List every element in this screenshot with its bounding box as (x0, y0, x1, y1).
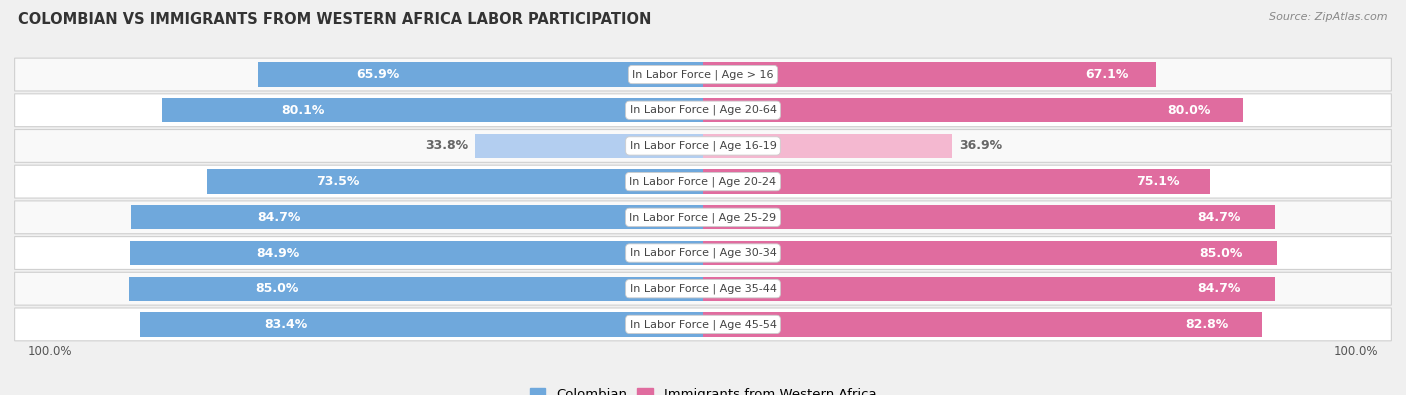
Text: 85.0%: 85.0% (256, 282, 299, 295)
Bar (129, 241, 703, 265)
FancyBboxPatch shape (14, 272, 1392, 305)
Text: In Labor Force | Age 20-64: In Labor Force | Age 20-64 (630, 105, 776, 115)
Bar (703, 98, 1243, 122)
Text: In Labor Force | Age 25-29: In Labor Force | Age 25-29 (630, 212, 776, 222)
Text: 82.8%: 82.8% (1185, 318, 1229, 331)
FancyBboxPatch shape (14, 165, 1392, 198)
Text: 84.7%: 84.7% (1197, 211, 1240, 224)
FancyBboxPatch shape (14, 130, 1392, 162)
Text: In Labor Force | Age 35-44: In Labor Force | Age 35-44 (630, 284, 776, 294)
Text: In Labor Force | Age 16-19: In Labor Force | Age 16-19 (630, 141, 776, 151)
FancyBboxPatch shape (14, 201, 1392, 234)
Text: 85.0%: 85.0% (1199, 246, 1243, 260)
Bar (703, 205, 1275, 229)
Bar (207, 169, 703, 194)
Text: 84.9%: 84.9% (256, 246, 299, 260)
Bar (703, 241, 1277, 265)
Bar (475, 134, 703, 158)
Bar (129, 276, 703, 301)
Bar (703, 312, 1261, 337)
Text: 75.1%: 75.1% (1136, 175, 1180, 188)
Text: 84.7%: 84.7% (1197, 282, 1240, 295)
Text: 83.4%: 83.4% (264, 318, 308, 331)
Bar (703, 134, 952, 158)
Bar (131, 205, 703, 229)
Bar (141, 312, 703, 337)
Text: COLOMBIAN VS IMMIGRANTS FROM WESTERN AFRICA LABOR PARTICIPATION: COLOMBIAN VS IMMIGRANTS FROM WESTERN AFR… (18, 12, 651, 27)
Text: In Labor Force | Age 45-54: In Labor Force | Age 45-54 (630, 319, 776, 330)
Text: 84.7%: 84.7% (257, 211, 301, 224)
FancyBboxPatch shape (14, 237, 1392, 269)
Bar (163, 98, 703, 122)
Text: 100.0%: 100.0% (28, 345, 73, 358)
FancyBboxPatch shape (14, 308, 1392, 341)
Text: 36.9%: 36.9% (959, 139, 1002, 152)
Text: 67.1%: 67.1% (1085, 68, 1129, 81)
Bar (703, 169, 1209, 194)
Text: 33.8%: 33.8% (425, 139, 468, 152)
Bar (703, 276, 1275, 301)
Text: 100.0%: 100.0% (1333, 345, 1378, 358)
Text: Source: ZipAtlas.com: Source: ZipAtlas.com (1270, 12, 1388, 22)
Text: 73.5%: 73.5% (316, 175, 360, 188)
FancyBboxPatch shape (14, 94, 1392, 127)
FancyBboxPatch shape (14, 58, 1392, 91)
Text: 65.9%: 65.9% (356, 68, 399, 81)
Legend: Colombian, Immigrants from Western Africa: Colombian, Immigrants from Western Afric… (524, 383, 882, 395)
Text: 80.0%: 80.0% (1167, 104, 1211, 117)
Text: In Labor Force | Age 30-34: In Labor Force | Age 30-34 (630, 248, 776, 258)
Bar (259, 62, 703, 87)
Text: In Labor Force | Age > 16: In Labor Force | Age > 16 (633, 69, 773, 80)
Text: 80.1%: 80.1% (281, 104, 325, 117)
Text: In Labor Force | Age 20-24: In Labor Force | Age 20-24 (630, 177, 776, 187)
Bar (703, 62, 1156, 87)
